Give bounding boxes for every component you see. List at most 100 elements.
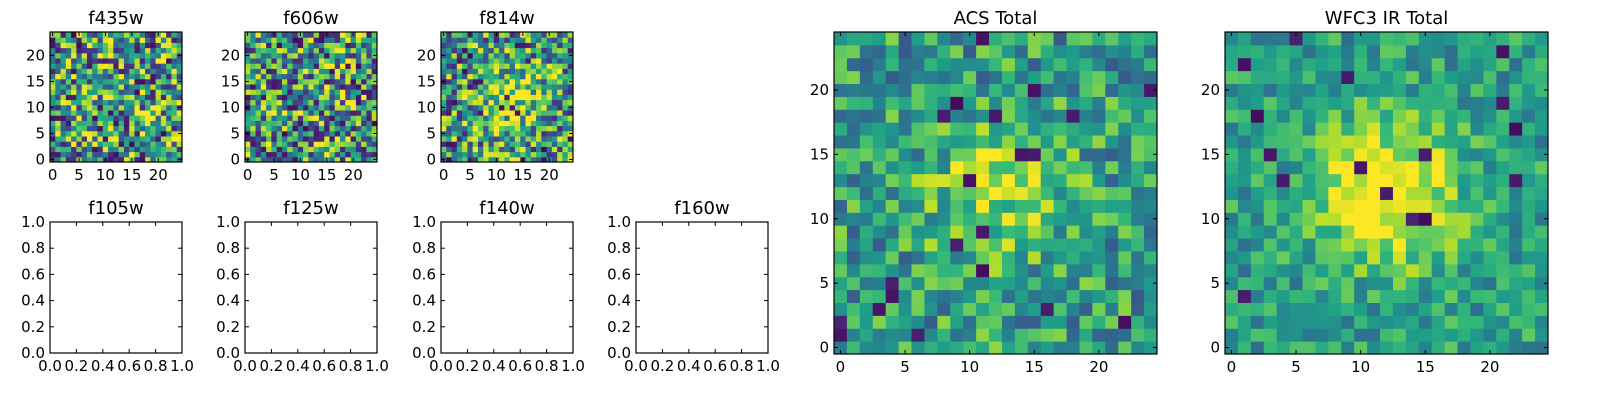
heatmap-cell <box>1405 160 1420 175</box>
heatmap-cell <box>113 141 120 147</box>
heatmap-cell <box>340 146 346 153</box>
heatmap-cell <box>102 37 109 43</box>
heatmap-cell <box>557 37 563 43</box>
heatmap-cell <box>65 37 72 43</box>
heatmap-cell <box>1237 289 1252 303</box>
heatmap-cell <box>108 130 114 137</box>
heatmap-cell <box>287 68 294 75</box>
heatmap-cell <box>488 104 495 111</box>
heatmap-cell <box>361 156 367 163</box>
heatmap-cell <box>898 173 913 188</box>
heatmap-cell <box>1509 147 1523 162</box>
heatmap-cell <box>1367 250 1381 265</box>
heatmap-cell <box>1225 135 1239 149</box>
heatmap-cell <box>963 70 977 85</box>
heatmap-cell <box>1405 225 1420 239</box>
heatmap-cell <box>371 110 378 116</box>
heatmap-cell <box>297 58 304 64</box>
heatmap-cell <box>885 328 900 342</box>
heatmap-cell <box>530 63 537 69</box>
heatmap-cell <box>1131 122 1145 136</box>
heatmap-cell <box>102 58 109 64</box>
heatmap-cell <box>514 136 521 142</box>
heatmap-cell <box>324 52 330 59</box>
heatmap-cell <box>271 99 278 106</box>
heatmap-cell <box>81 125 88 132</box>
heatmap-cell <box>1053 341 1068 355</box>
heatmap-cell <box>963 212 977 226</box>
heatmap-cell <box>976 147 990 162</box>
heatmap-cell <box>65 78 72 85</box>
heatmap-cell <box>139 42 146 49</box>
heatmap-cell <box>446 68 453 75</box>
heatmap-cell <box>1496 96 1510 110</box>
heatmap-cell <box>477 104 484 111</box>
heatmap-cell <box>313 58 320 64</box>
heatmap-cell <box>255 156 262 163</box>
heatmap-cell <box>493 84 500 90</box>
heatmap-cell <box>250 110 257 116</box>
heatmap-cell <box>1392 315 1407 329</box>
heatmap-cell <box>50 58 56 64</box>
heatmap-cell <box>834 147 848 162</box>
heatmap-cell <box>350 89 357 95</box>
heatmap-cell <box>92 99 99 106</box>
heatmap-cell <box>350 52 357 59</box>
heatmap-cell <box>456 42 463 49</box>
y-tick-label: 0.2 <box>216 318 240 336</box>
heatmap-cell <box>488 58 495 64</box>
heatmap-cell <box>345 99 352 106</box>
heatmap-cell <box>859 44 874 59</box>
heatmap-cell <box>493 42 500 49</box>
heatmap-cell <box>102 84 109 90</box>
panel-title: f125w <box>283 198 338 219</box>
heatmap-cell <box>92 104 99 111</box>
heatmap-cell <box>536 136 542 142</box>
heatmap-cell <box>55 68 62 75</box>
heatmap-cell <box>160 120 167 127</box>
heatmap-cell <box>834 250 848 265</box>
heatmap-cell <box>1105 44 1119 59</box>
heatmap-cell <box>898 160 913 175</box>
heatmap-cell <box>171 130 178 137</box>
heatmap-cell <box>123 125 130 132</box>
heatmap-cell <box>562 42 569 49</box>
heatmap-cell <box>1380 83 1394 97</box>
heatmap-cell <box>281 104 288 111</box>
heatmap-cell <box>313 84 320 90</box>
heatmap-cell <box>1341 328 1355 342</box>
heatmap-cell <box>50 125 56 132</box>
heatmap-cell <box>108 42 114 49</box>
heatmap-cell <box>255 146 262 153</box>
heatmap-cell <box>371 115 378 121</box>
heatmap-cell <box>340 94 346 101</box>
heatmap-cell <box>1001 186 1016 200</box>
heatmap-cell <box>245 42 251 49</box>
heatmap-cell <box>1367 147 1381 162</box>
heatmap-cell <box>76 37 83 43</box>
heatmap-cell <box>60 47 67 54</box>
heatmap-cell <box>441 68 447 75</box>
heatmap-cell <box>911 32 925 46</box>
y-tick-label: 0.0 <box>216 344 240 362</box>
heatmap-cell <box>525 141 532 147</box>
heatmap-cell <box>366 156 373 163</box>
heatmap-cell <box>1380 147 1394 162</box>
heatmap-cell <box>1237 328 1252 342</box>
heatmap-cell <box>245 136 251 142</box>
heatmap-cell <box>536 94 542 101</box>
heatmap-cell <box>118 84 125 90</box>
heatmap-cell <box>287 73 294 80</box>
heatmap-cell <box>97 52 104 59</box>
heatmap-cell <box>1522 276 1536 291</box>
heatmap-cell <box>65 89 72 95</box>
heatmap-cell <box>92 52 99 59</box>
x-tick-label: 5 <box>900 358 910 376</box>
heatmap-cell <box>525 94 532 101</box>
heatmap-cell <box>1105 57 1119 72</box>
heatmap-cell <box>483 136 490 142</box>
heatmap-cell <box>303 120 309 127</box>
heatmap-cell <box>108 78 114 85</box>
heatmap-cell <box>1444 109 1459 123</box>
heatmap-cell <box>1509 289 1523 303</box>
